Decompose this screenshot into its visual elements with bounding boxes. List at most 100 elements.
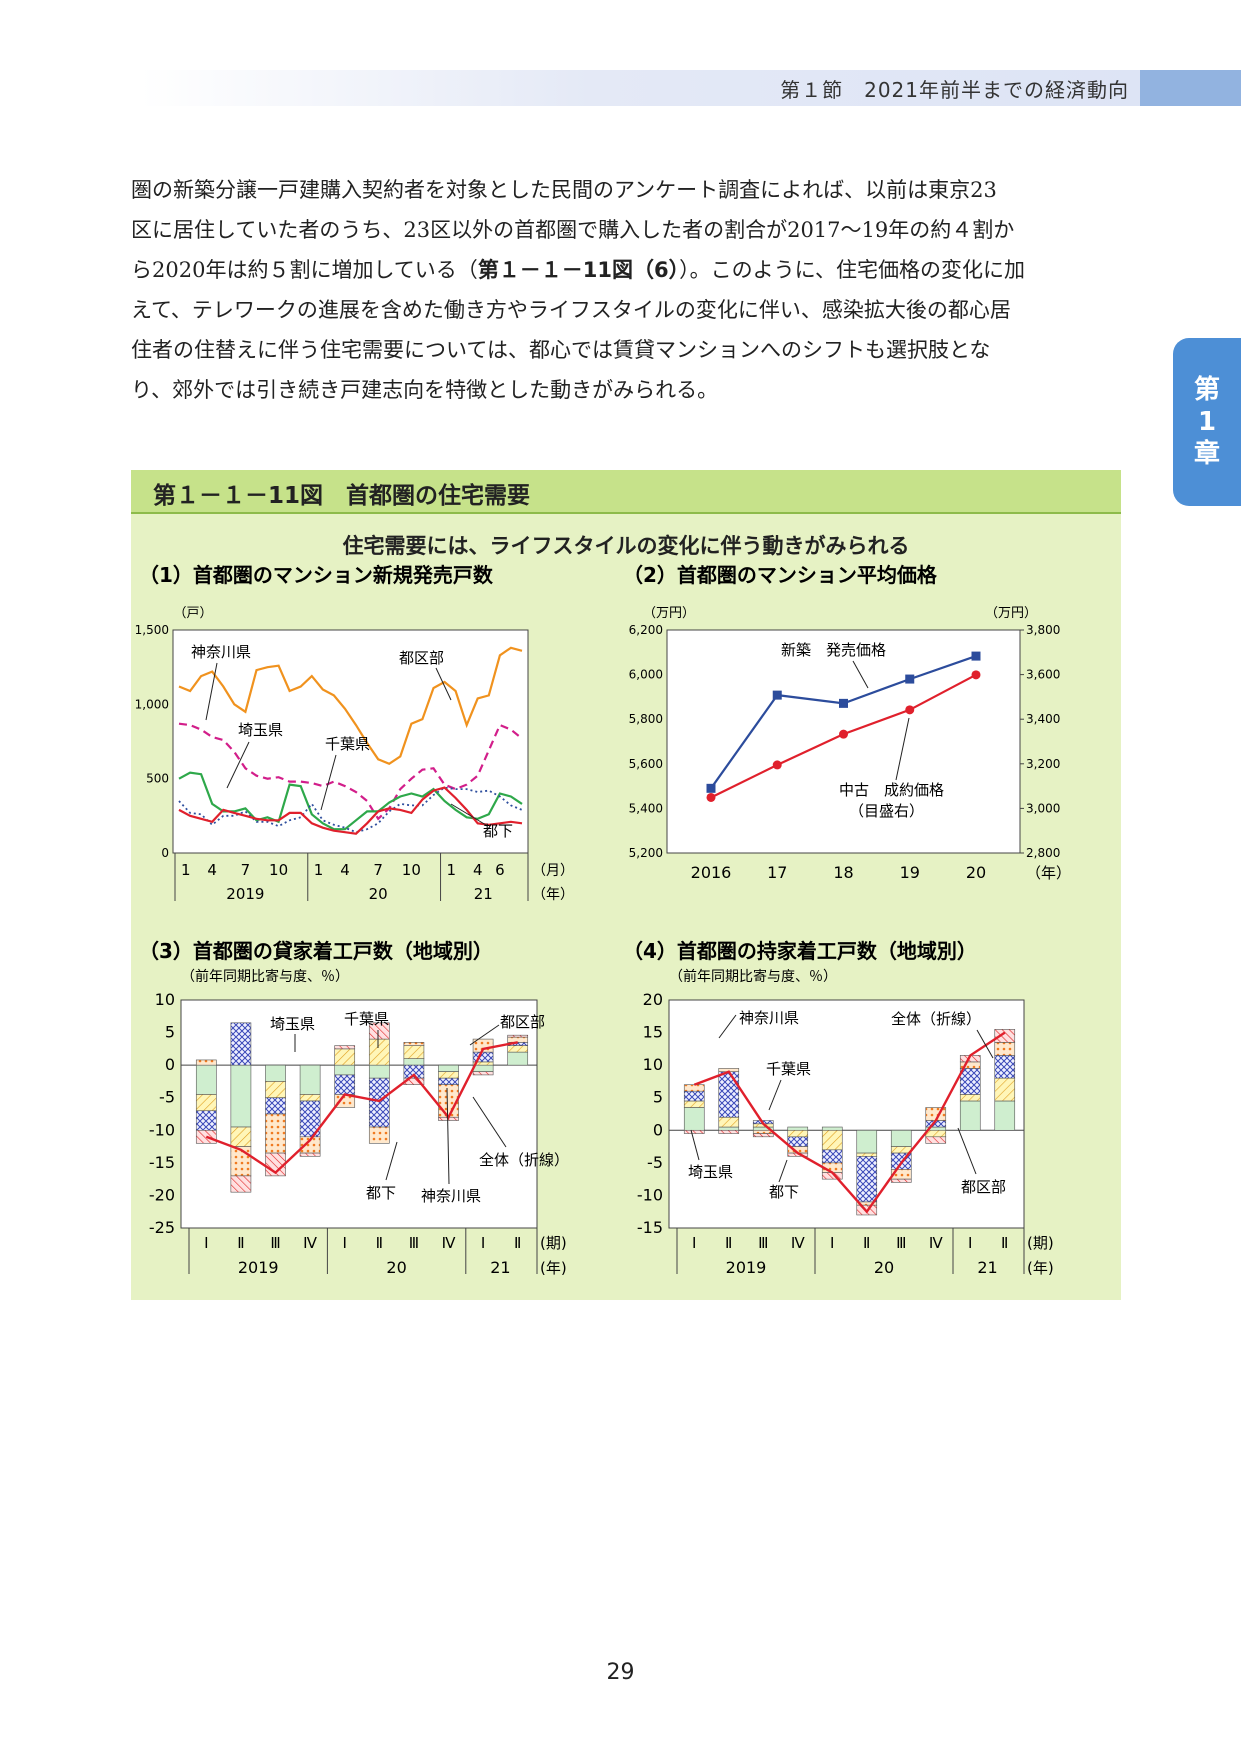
- chart4-ytick-label: 10: [643, 1055, 663, 1074]
- chart3-xtick-label: Ⅱ: [514, 1234, 521, 1252]
- chart4-bar-segment: [925, 1129, 947, 1138]
- chart4-total-line: [693, 1031, 1006, 1214]
- chart3-year-unit: (年): [540, 1259, 567, 1277]
- chart4-bar-segment: [683, 1090, 705, 1102]
- chart4-bar-segment: [683, 1084, 705, 1092]
- chart1-title: （1）首都圏のマンション新規発売戸数: [139, 563, 494, 587]
- chart2-title: （2）首都圏のマンション平均価格: [623, 563, 938, 587]
- chart3-label-tokubu: 都区部: [500, 1013, 545, 1031]
- chart3-bar-segment: [472, 1064, 494, 1072]
- chart1-series-line: [178, 786, 523, 835]
- body-line: 住者の住替えに伴う住宅需要については、都心では賃貸マンションへのシフトも選択肢と…: [131, 338, 991, 362]
- chart1-xtick-label: 7: [241, 861, 251, 879]
- chart4-bar-segment: [890, 1129, 912, 1147]
- chart3-bar-segment: [368, 1022, 390, 1040]
- chart1-ytick-label: 1,500: [135, 623, 169, 637]
- figure-title: 第１－１－11図 首都圏の住宅需要: [153, 483, 531, 509]
- chart3-bar-segment: [195, 1110, 217, 1131]
- chart1-leader-lines: [205, 662, 487, 826]
- chart3-bar-segment: [368, 1038, 390, 1066]
- chart3-bar-segment: [403, 1042, 425, 1046]
- chart1-year-label: 20: [369, 885, 388, 903]
- chart3-bar-segment: [299, 1152, 321, 1157]
- chart1-series-line: [178, 722, 523, 821]
- chart2-leader-lines: [852, 660, 910, 781]
- header-tab: [1140, 70, 1241, 106]
- figure-panel: 第１－１－11図 首都圏の住宅需要 住宅需要には、ライフスタイルの変化に伴う動き…: [131, 470, 1121, 1300]
- chart3-bar-segment: [265, 1064, 286, 1082]
- figure-reference[interactable]: 第１－１－11図（6）: [477, 258, 680, 282]
- chart3-bar-segment: [230, 1126, 252, 1147]
- chart1-x-unit: （月）: [532, 863, 574, 879]
- chart1-ytick-label: 1,000: [135, 697, 169, 711]
- chart3-bar-segment: [334, 1064, 356, 1076]
- chart4-year-label: 20: [874, 1258, 894, 1277]
- chart3-label-saitama: 埼玉県: [270, 1015, 315, 1033]
- chart3-ylabel: （前年同期比寄与度、％）: [181, 968, 349, 985]
- chart1-xtick-label: 4: [340, 861, 350, 879]
- chart4-ytick-label: -5: [647, 1153, 663, 1172]
- chart4-ylabel: （前年同期比寄与度、％）: [669, 968, 837, 985]
- chart2-plot-area: [666, 629, 1021, 854]
- chart2-ylabel-right: （万円）: [985, 606, 1037, 621]
- figure-subtitle: 住宅需要には、ライフスタイルの変化に伴う動きがみられる: [342, 534, 910, 558]
- chapter-tab[interactable]: 第 1 章: [1173, 338, 1241, 506]
- chart4-ytick-label: 15: [643, 1023, 663, 1042]
- chart4-xtick-label: Ⅱ: [863, 1234, 870, 1252]
- chart3-xtick-label: Ⅳ: [303, 1234, 317, 1252]
- chart2-ytick-left: 6,200: [629, 623, 663, 637]
- chart2-xtick-label: 20: [966, 863, 986, 882]
- body-line: 圏の新築分譲一戸建購入契約者を対象とした民間のアンケート調査によれば、以前は東京…: [131, 178, 997, 202]
- chart2-marker-square: [971, 651, 981, 661]
- chart4-bar-segment: [683, 1107, 705, 1131]
- chart2: （万円） （万円） 5,200 5,400 5,600 5,800 6,000 6,200…: [629, 606, 1071, 882]
- chapter-tab-line1: 第: [1193, 375, 1220, 405]
- chart2-ytick-right: 3,200: [1026, 757, 1060, 771]
- chart4-bar-segment: [718, 1071, 740, 1118]
- chart4-year-label: 2019: [726, 1258, 767, 1277]
- chart1-xtick-label: 6: [495, 861, 505, 879]
- chart4-bar-segment: [994, 1077, 1016, 1102]
- chart1-label-saitama: 埼玉県: [238, 721, 283, 739]
- chart4-bar-segment: [787, 1129, 809, 1138]
- chart4-xtick-label: Ⅳ: [791, 1234, 805, 1252]
- chart4-year-label: 21: [977, 1258, 997, 1277]
- chart4-ytick-label: 5: [653, 1088, 663, 1107]
- chart3-label-total: 全体（折線）: [479, 1151, 569, 1169]
- chart4-bar-segment: [925, 1136, 947, 1144]
- chart3-year-label: 2019: [238, 1258, 279, 1277]
- chart3-bar-segment: [507, 1045, 529, 1053]
- chart4-bar-segment: [890, 1178, 912, 1183]
- chart2-x-unit: （年）: [1026, 864, 1071, 882]
- chart3-title: （3）首都圏の貸家着工戸数（地域別）: [139, 939, 493, 963]
- body-line-text: ら2020年は約５割に増加している（: [131, 258, 478, 282]
- chart3-bar-segment: [403, 1045, 425, 1059]
- chart3-xtick-label: Ⅰ: [204, 1234, 208, 1252]
- chart1-year-unit: （年）: [532, 887, 574, 903]
- body-paragraph: 圏の新築分譲一戸建購入契約者を対象とした民間のアンケート調査によれば、以前は東京…: [131, 170, 1121, 410]
- chart2-ytick-right: 3,000: [1026, 801, 1060, 815]
- chart2-ytick-left: 5,800: [629, 712, 663, 726]
- figure-charts: （1）首都圏のマンション新規発売戸数 （2）首都圏のマンション平均価格 （3）首…: [135, 563, 1071, 1277]
- chart3-ytick-label: -10: [149, 1120, 175, 1139]
- chart1-xtick-label: 1: [314, 861, 324, 879]
- body-line: り、郊外では引き続き戸建志向を特徴とした動きがみられる。: [131, 378, 719, 402]
- chart4-label-toka: 都下: [769, 1183, 799, 1201]
- chart1-year-label: 21: [474, 885, 493, 903]
- chart4-xtick-label: Ⅰ: [692, 1234, 696, 1252]
- chart4-xtick-label: Ⅲ: [896, 1234, 906, 1252]
- chart4-bar-segment: [959, 1068, 981, 1095]
- chart4-leader-lines: [690, 1014, 994, 1183]
- chart1-year-label: 2019: [226, 885, 264, 903]
- chart1-ytick-label: 500: [146, 772, 169, 786]
- chart3-xtick-label: Ⅰ: [481, 1234, 485, 1252]
- chart2-ytick-left: 5,200: [629, 846, 663, 860]
- chart3-xtick-label: Ⅲ: [409, 1234, 419, 1252]
- chart3-bar-segment: [195, 1094, 217, 1112]
- chart1-xtick-label: 10: [269, 861, 288, 879]
- chart3-label-kanagawa: 神奈川県: [421, 1187, 481, 1205]
- chart4-title: （4）首都圏の持家着工戸数（地域別）: [623, 939, 977, 963]
- chart3-x-unit: (期): [540, 1234, 567, 1252]
- chart3-bar-segment: [334, 1045, 356, 1050]
